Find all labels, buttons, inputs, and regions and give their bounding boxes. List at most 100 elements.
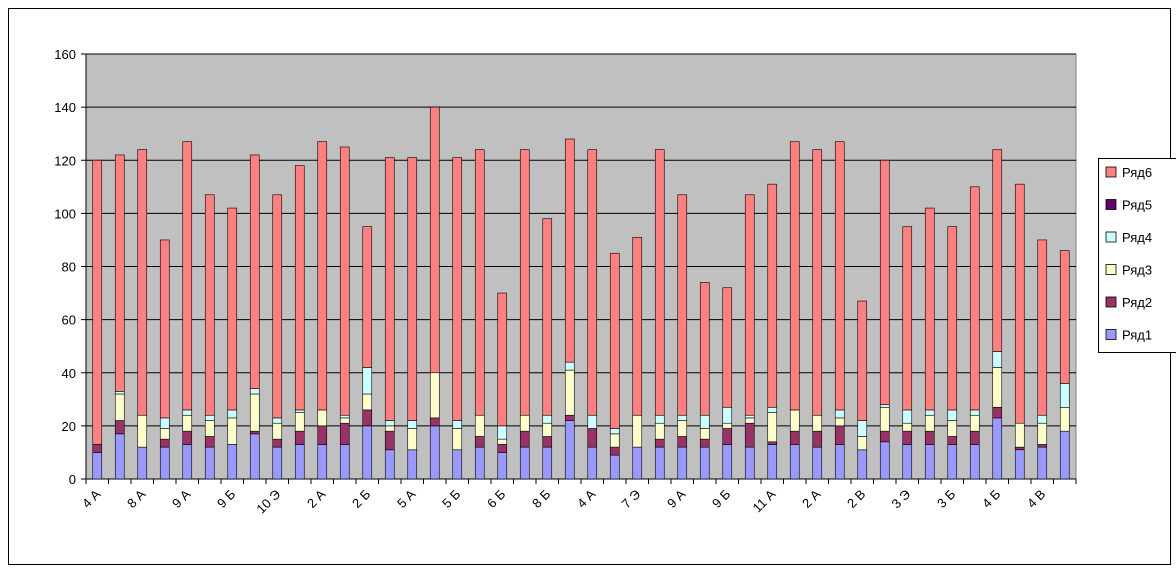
legend-swatch <box>1105 264 1117 275</box>
bar-segment <box>564 361 575 371</box>
bar-segment <box>339 417 350 424</box>
bar-segment <box>1037 446 1048 480</box>
bar-segment <box>159 428 170 440</box>
bar-segment <box>317 409 328 427</box>
bar-segment <box>564 420 575 480</box>
bar-segment <box>159 239 170 419</box>
bar-segment <box>812 414 823 432</box>
bar-segment <box>1014 183 1025 424</box>
bar-segment <box>182 414 193 432</box>
bar-segment <box>789 409 800 432</box>
bar-segment <box>744 194 755 416</box>
bar-segment <box>767 412 778 443</box>
bar-segment <box>339 414 350 419</box>
bar-segment <box>992 367 1003 408</box>
bar-segment <box>294 409 305 413</box>
bar-segment <box>227 409 238 419</box>
bar-segment <box>677 446 688 480</box>
bar-segment <box>407 157 418 421</box>
bar-segment <box>339 444 350 480</box>
bar-segment <box>519 446 530 480</box>
bar-segment <box>542 436 553 448</box>
bar-segment <box>1059 383 1070 408</box>
bar-segment <box>204 436 215 448</box>
bar-segment <box>969 414 980 432</box>
bar-segment <box>384 449 395 480</box>
bar-segment <box>497 452 508 480</box>
bar-segment <box>902 444 913 480</box>
bar-segment <box>879 404 890 408</box>
y-tick-label: 80 <box>62 260 76 275</box>
bar-segment <box>429 425 440 480</box>
bar-segment <box>609 252 620 429</box>
bar-segment <box>744 446 755 480</box>
bar-segment <box>924 409 935 416</box>
bar-segment <box>609 454 620 480</box>
bar-segment <box>834 425 845 445</box>
bar-segment <box>182 409 193 416</box>
bar-segment <box>519 414 530 432</box>
bar-segment <box>812 149 823 416</box>
bar-segment <box>969 430 980 445</box>
bar-segment <box>947 409 958 421</box>
bar-segment <box>699 282 710 416</box>
bar-segment <box>744 422 755 448</box>
bar-segment <box>587 428 598 448</box>
bar-segment <box>92 452 103 480</box>
bar-segment <box>969 409 980 416</box>
bar-segment <box>969 186 980 411</box>
bar-segment <box>407 449 418 480</box>
bar-segment <box>497 438 508 445</box>
bar-segment <box>272 417 283 424</box>
bar-segment <box>857 420 868 437</box>
bar-segment <box>699 414 710 429</box>
bar-segment <box>114 393 125 421</box>
bar-segment <box>317 141 328 411</box>
bar-segment <box>92 444 103 453</box>
bar-segment <box>159 446 170 480</box>
bar-segment <box>249 430 260 435</box>
bar-segment <box>249 393 260 432</box>
bar-segment <box>114 433 125 480</box>
bar-segment <box>924 207 935 411</box>
bar-segment <box>362 409 373 427</box>
bar-segment <box>587 414 598 429</box>
legend-swatch <box>1105 329 1117 340</box>
bar-segment <box>384 425 395 432</box>
bar-segment <box>272 422 283 440</box>
bar-segment <box>1059 430 1070 480</box>
bar-segment <box>699 428 710 440</box>
bar-segment <box>992 406 1003 419</box>
bar-segment <box>924 414 935 432</box>
bar-segment <box>497 292 508 427</box>
bar-segment <box>1059 250 1070 384</box>
legend-label: Ряд4 <box>1122 230 1152 245</box>
bar-segment <box>789 430 800 445</box>
legend-swatch <box>1105 166 1117 178</box>
bar-segment <box>339 422 350 445</box>
bar-segment <box>294 444 305 480</box>
bar-segment <box>767 183 778 408</box>
bar-segment <box>744 417 755 424</box>
bar-segment <box>1059 406 1070 432</box>
bar-segment <box>587 446 598 480</box>
bar-segment <box>429 417 440 427</box>
bar-segment <box>722 428 733 445</box>
bar-segment <box>722 287 733 408</box>
bar-segment <box>474 149 485 416</box>
bar-segment <box>542 422 553 437</box>
bar-segment <box>294 430 305 445</box>
bar-segment <box>879 159 890 405</box>
bar-segment <box>722 406 733 424</box>
bar-segment <box>317 425 328 445</box>
bar-segment <box>497 425 508 440</box>
bar-segment <box>407 420 418 429</box>
bar-segment <box>452 428 463 451</box>
bar-segment <box>947 444 958 480</box>
bar-segment <box>722 444 733 480</box>
bar-segment <box>632 236 643 416</box>
bar-segment <box>1037 239 1048 416</box>
bar-segment <box>497 444 508 453</box>
bar-segment <box>182 444 193 480</box>
